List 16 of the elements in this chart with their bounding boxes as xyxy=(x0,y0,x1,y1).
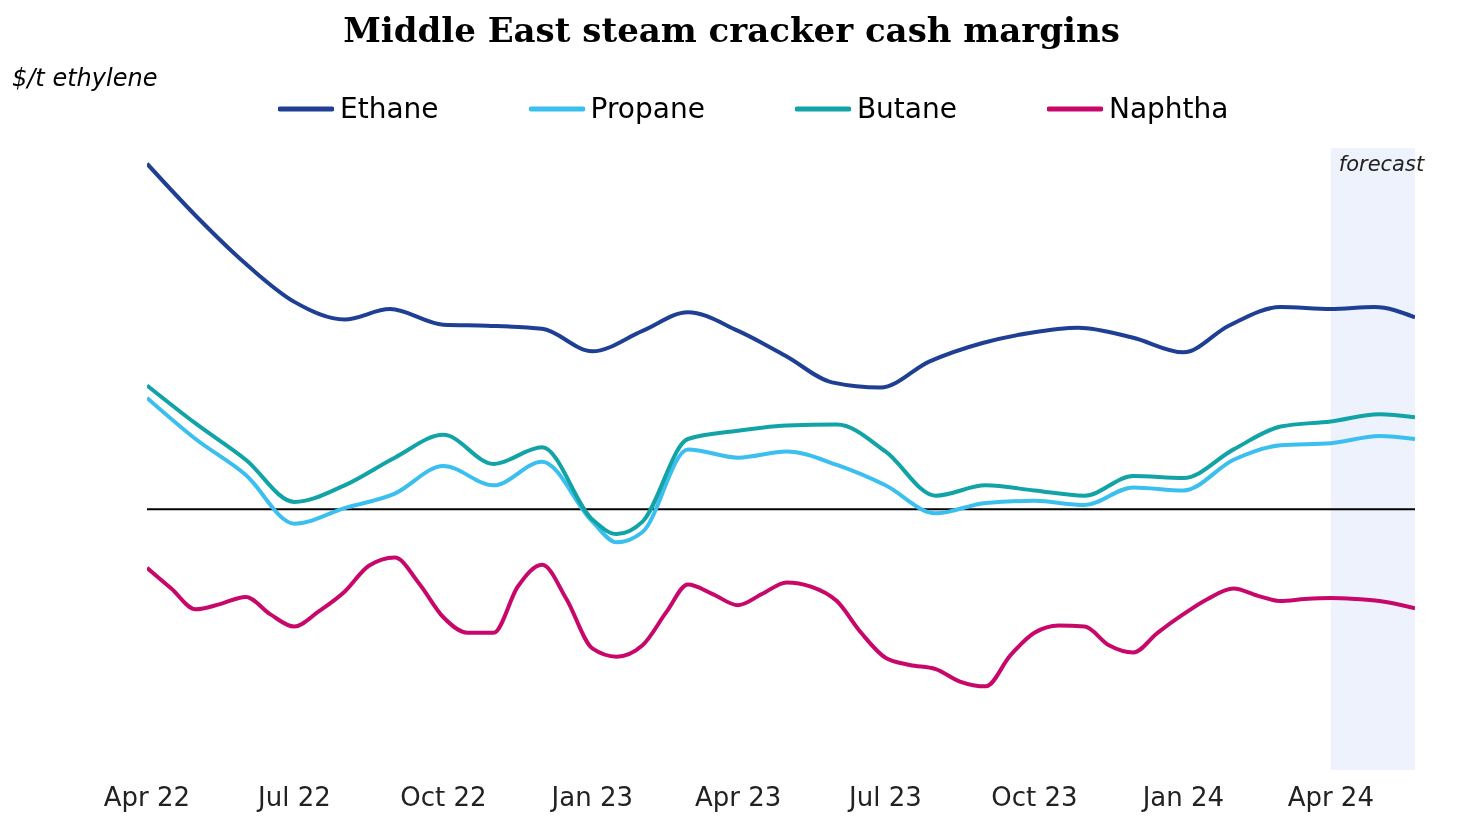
x-tick-label: Jan 23 xyxy=(549,782,634,813)
x-tick-label: Jul 22 xyxy=(256,782,331,813)
x-tick-label: Apr 24 xyxy=(1287,782,1374,813)
legend-label: Ethane xyxy=(340,92,439,125)
x-tick-label: Jul 23 xyxy=(847,782,922,813)
y-axis-title: $/t ethylene xyxy=(12,64,158,92)
x-tick-label: Oct 22 xyxy=(400,782,487,813)
band-label: forecast xyxy=(1338,151,1425,176)
x-tick-label: Apr 23 xyxy=(694,782,782,813)
legend-label: Propane xyxy=(590,92,705,125)
x-tick-label: Oct 23 xyxy=(991,782,1078,813)
chart-title: Middle East steam cracker cash margins xyxy=(342,10,1121,50)
x-tick-label: Jan 24 xyxy=(1140,782,1225,813)
x-tick-label: Apr 22 xyxy=(103,782,191,813)
legend-label: Naphtha xyxy=(1108,92,1229,125)
legend-label: Butane xyxy=(856,92,957,125)
